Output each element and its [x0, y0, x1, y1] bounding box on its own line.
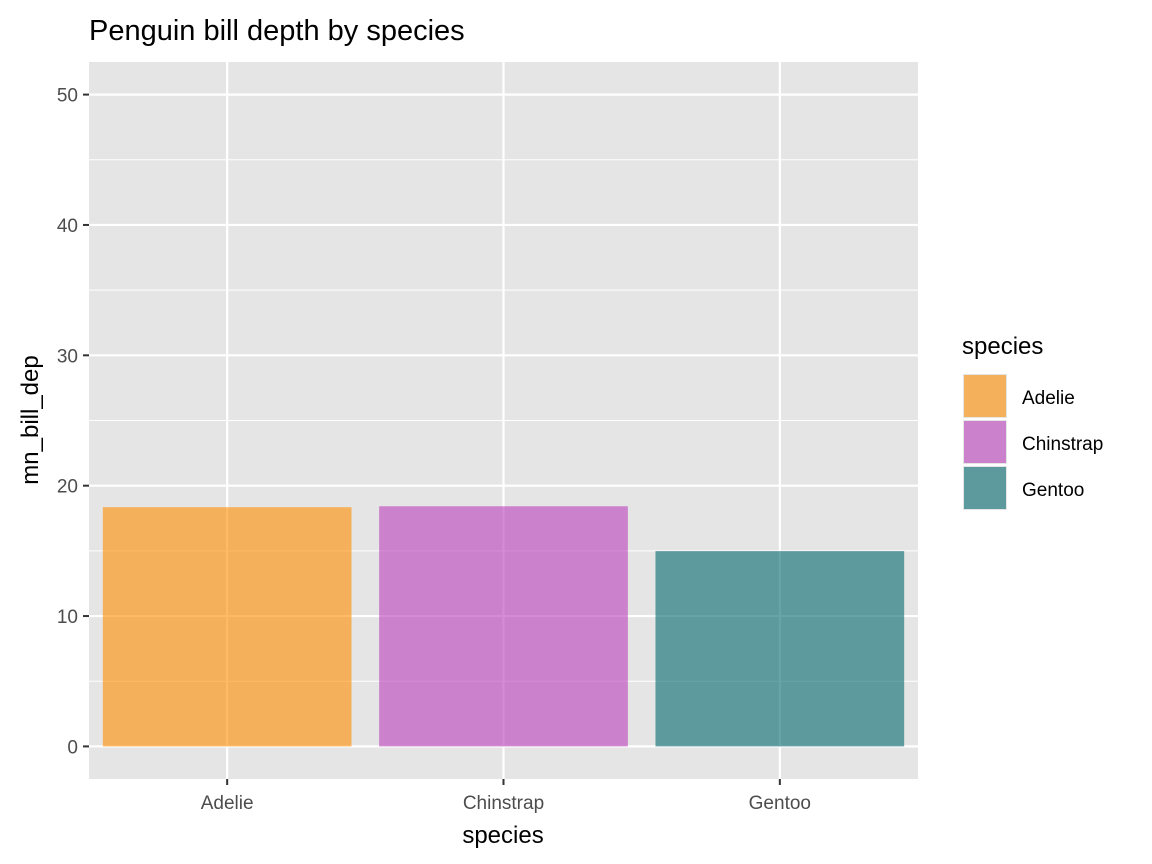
legend-title: species — [962, 333, 1043, 360]
chart-title: Penguin bill depth by species — [89, 15, 465, 47]
bar-adelie — [102, 507, 352, 747]
x-axis-title: species — [462, 822, 543, 849]
legend-label: Adelie — [1022, 388, 1075, 409]
x-tick-label: Gentoo — [749, 793, 811, 814]
y-tick-label: 20 — [57, 477, 78, 498]
y-tick-label: 0 — [67, 737, 78, 758]
legend-key-chinstrap — [964, 421, 1006, 463]
legend-label: Gentoo — [1022, 480, 1084, 501]
bar-chinstrap — [379, 506, 628, 747]
x-tick-label: Adelie — [201, 793, 254, 814]
legend-key-gentoo — [964, 467, 1006, 509]
y-axis-title: mn_bill_dep — [17, 355, 44, 484]
x-tick-label: Chinstrap — [463, 793, 544, 814]
bar-gentoo — [655, 551, 905, 747]
y-tick-label: 10 — [57, 607, 78, 628]
legend-key-adelie — [964, 375, 1006, 417]
legend: species Adelie Chinstrap Gentoo — [962, 333, 1103, 510]
y-tick-label: 40 — [57, 216, 78, 237]
y-tick-label: 30 — [57, 346, 78, 367]
legend-label: Chinstrap — [1022, 434, 1103, 455]
y-tick-label: 50 — [57, 86, 78, 107]
